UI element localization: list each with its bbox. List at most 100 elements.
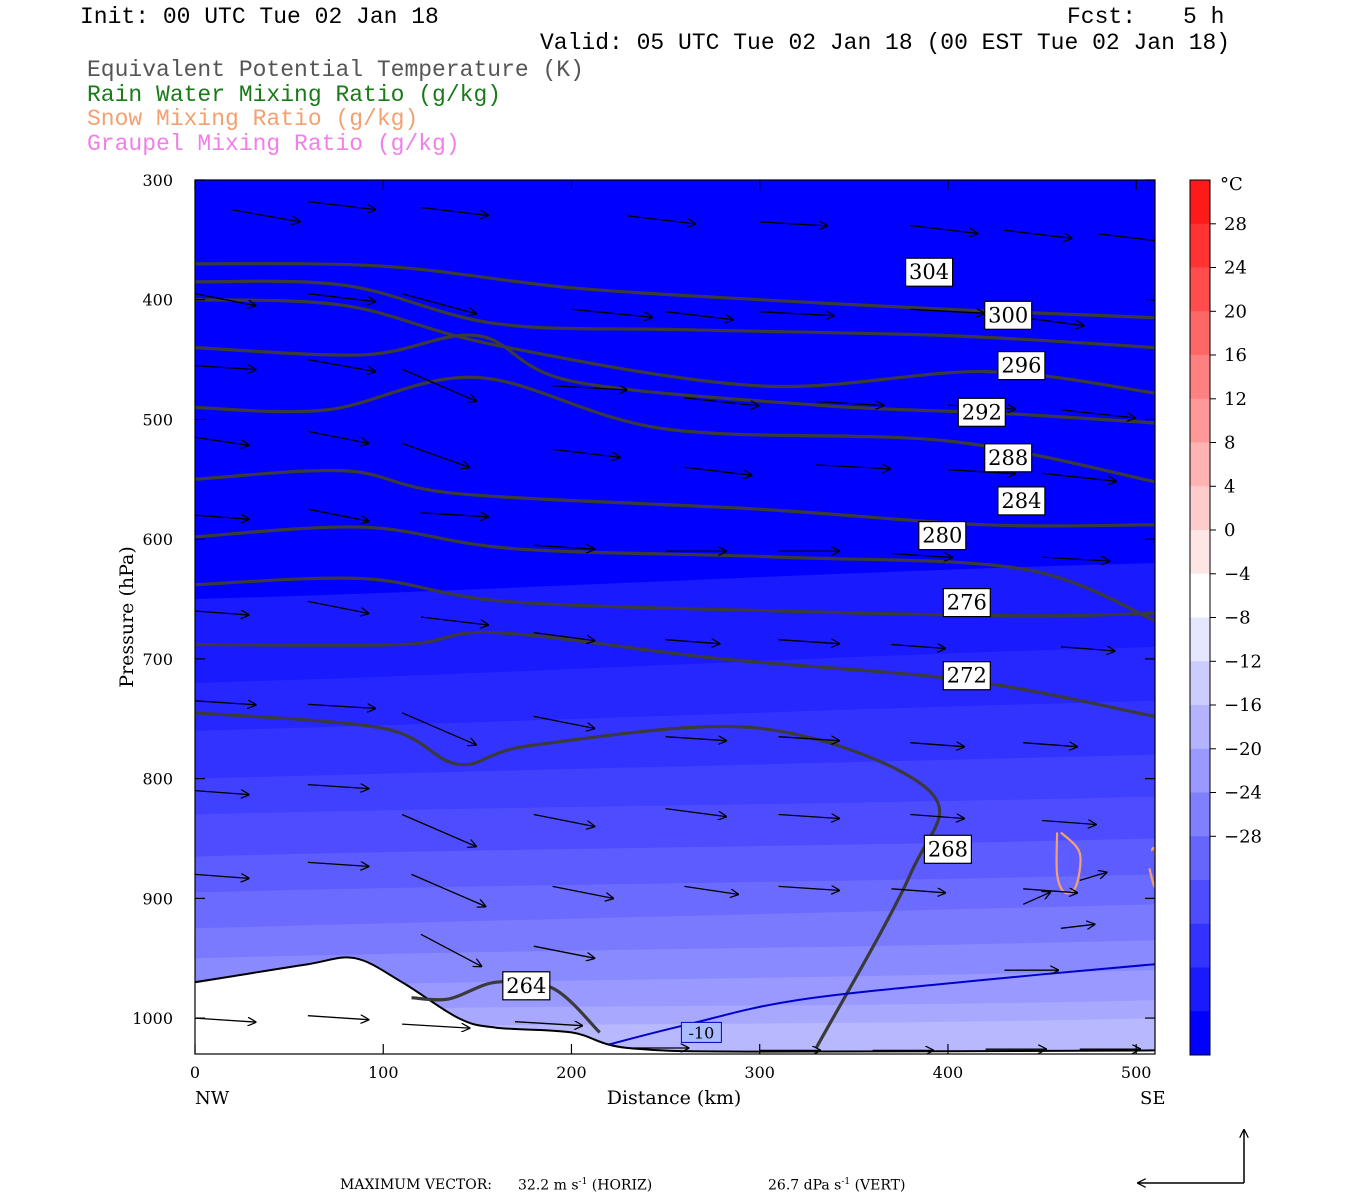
field-legend-thetae: Equivalent Potential Temperature (K) — [87, 57, 584, 83]
wind-vector — [401, 712, 476, 745]
wind-vector — [1022, 892, 1050, 905]
wind-vector — [195, 515, 249, 519]
wind-vector — [891, 554, 953, 558]
wind-vector — [1042, 557, 1109, 561]
wind-vector — [1060, 409, 1135, 418]
theta-e-label-292: 292 — [957, 397, 1006, 427]
wind-vector — [552, 448, 620, 457]
wind-vector — [307, 358, 375, 372]
valid-time: Valid: 05 UTC Tue 02 Jan 18 (00 EST Tue … — [540, 30, 1231, 56]
terrain-fill — [195, 957, 1155, 1054]
wind-vector — [891, 889, 946, 893]
wind-vector — [307, 293, 375, 302]
wind-vector — [627, 215, 695, 224]
wind-vector — [1042, 472, 1116, 481]
theta-e-contour-300 — [195, 279, 1155, 350]
wind-vector — [778, 737, 840, 741]
wind-vector — [665, 640, 720, 644]
contour-label-box — [997, 351, 1046, 381]
colorbar-swatch — [1190, 967, 1210, 1012]
wind-vector — [778, 640, 840, 644]
colorbar-swatch — [1190, 792, 1210, 837]
colorbar-swatch — [1190, 530, 1210, 575]
wind-vector — [816, 465, 890, 469]
wind-vector — [552, 885, 614, 898]
wind-vector — [684, 397, 758, 406]
y-tick-label: 700 — [142, 650, 173, 669]
wind-vector — [307, 785, 369, 789]
colorbar-swatch — [1190, 661, 1210, 706]
wind-vector — [195, 701, 256, 705]
x-tick-label: 100 — [368, 1063, 399, 1082]
snow-contour — [1148, 846, 1155, 888]
contour-labels: 304 300 296 292 288 284 280 276 272 268 264 -10 — [502, 257, 1046, 1043]
x-tick-label: 400 — [933, 1063, 964, 1082]
colorbar-swatch — [1190, 398, 1210, 443]
wind-vector — [1004, 229, 1071, 238]
wind-vector — [759, 312, 834, 316]
wind-vector — [684, 885, 738, 894]
y-tick-label: 1000 — [132, 1009, 173, 1028]
theta-e-label-296: 296 — [997, 351, 1046, 381]
colorbar-tick-label: −16 — [1224, 695, 1262, 716]
colorbar-tick-label: 20 — [1224, 301, 1247, 322]
theta-e-label-264: 264 — [502, 971, 551, 1001]
wind-vector — [401, 442, 469, 467]
wind-vector — [232, 209, 300, 222]
wind-vector — [552, 386, 627, 390]
contour-label-box — [942, 661, 991, 691]
wind-vector — [307, 200, 375, 210]
colorbar-swatch — [1190, 705, 1210, 750]
contour-label-text: 276 — [947, 591, 987, 615]
colorbar-swatch — [1190, 573, 1210, 618]
x-tick-label: 0 — [190, 1063, 200, 1082]
forecast-hour: 5 h — [1183, 4, 1225, 30]
theta-e-label-284: 284 — [997, 486, 1046, 516]
x-tick-label: 200 — [556, 1063, 587, 1082]
contour-label-box — [923, 834, 973, 864]
wind-vector — [1079, 872, 1107, 882]
colorbar-tick-label: 24 — [1224, 258, 1247, 279]
x-end-label-right: SE — [1140, 1088, 1165, 1109]
temperature-label-text: -10 — [689, 1023, 715, 1042]
theta-e-contour-280 — [195, 525, 1155, 623]
x-axis-label: Distance (km) — [607, 1087, 742, 1109]
wind-vector — [420, 616, 488, 625]
wind-vector — [195, 436, 249, 445]
contour-label-text: 264 — [506, 974, 546, 998]
wind-vector — [571, 308, 653, 317]
wind-vector — [684, 466, 751, 475]
contour-label-box — [984, 300, 1033, 330]
wind-vector — [195, 366, 256, 370]
theta-e-contour-276 — [195, 576, 1155, 618]
colorbar-swatch — [1190, 311, 1210, 356]
wind-vector — [307, 704, 375, 708]
wind-vector — [401, 293, 476, 314]
wind-vector — [420, 513, 488, 517]
wind-vector — [420, 933, 482, 966]
contour-label-text: 288 — [988, 446, 1028, 470]
wind-vector — [891, 645, 946, 649]
y-tick-label: 800 — [142, 770, 173, 789]
x-tick-label: 500 — [1121, 1063, 1152, 1082]
colorbar-swatch — [1190, 923, 1210, 968]
temperature-label-box — [680, 1021, 722, 1043]
colorbar-tick-label: 8 — [1224, 433, 1235, 454]
y-axis-label: Pressure (hPa) — [116, 546, 138, 688]
max-vector-label: MAXIMUM VECTOR: — [340, 1177, 492, 1193]
wind-vector — [1042, 821, 1096, 825]
colorbar-tick-label: −28 — [1224, 826, 1262, 847]
colorbar-swatch — [1190, 442, 1210, 487]
colorbar-swatch — [1190, 748, 1210, 793]
wind-vector — [307, 1016, 369, 1020]
temperature-label: -10 — [680, 1021, 722, 1043]
theta-e-label-276: 276 — [942, 587, 991, 618]
contour-label-text: 292 — [962, 400, 1002, 424]
wind-vector — [420, 206, 488, 216]
colorbar-swatch — [1190, 223, 1210, 268]
colorbar-swatch — [1190, 355, 1210, 400]
max-vector-vert: 26.7 dPa s-1 (VERT) — [768, 1177, 906, 1194]
x-tick-label: 300 — [744, 1063, 775, 1082]
theta-e-label-288: 288 — [984, 443, 1033, 473]
y-tick-label: 500 — [142, 410, 173, 429]
